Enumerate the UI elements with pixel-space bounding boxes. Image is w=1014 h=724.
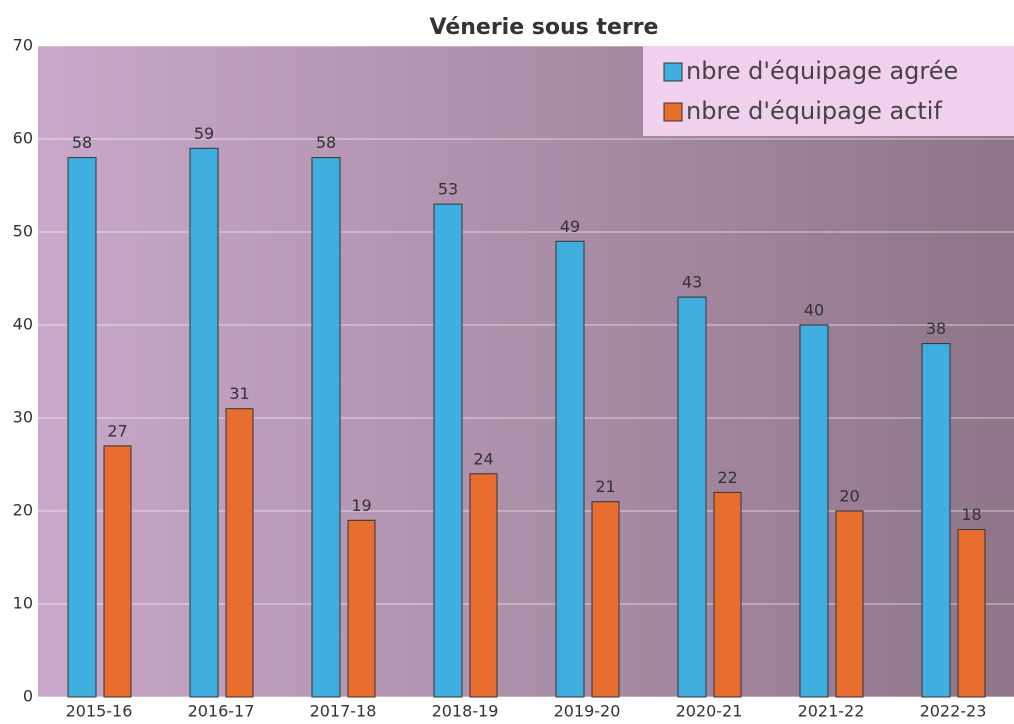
data-label: 53 bbox=[438, 180, 458, 199]
y-tick-label: 60 bbox=[13, 129, 33, 148]
bar bbox=[103, 445, 132, 698]
y-tick-label: 10 bbox=[13, 594, 33, 613]
x-tick-label: 2017-18 bbox=[310, 702, 377, 721]
x-tick-label: 2015-16 bbox=[66, 702, 133, 721]
data-label: 58 bbox=[316, 133, 336, 152]
y-tick-label: 0 bbox=[23, 687, 33, 706]
bar bbox=[347, 519, 376, 698]
data-label: 18 bbox=[961, 505, 981, 524]
y-tick-label: 20 bbox=[13, 501, 33, 520]
x-tick-label: 2016-17 bbox=[188, 702, 255, 721]
y-tick-label: 70 bbox=[13, 36, 33, 55]
data-label: 59 bbox=[194, 124, 214, 143]
bar bbox=[555, 240, 585, 698]
legend-label: nbre d'équipage agrée bbox=[686, 57, 958, 85]
data-label: 21 bbox=[595, 477, 615, 496]
data-label: 22 bbox=[717, 468, 737, 487]
chart-title: Vénerie sous terre bbox=[430, 15, 659, 40]
x-tick-label: 2018-19 bbox=[432, 702, 499, 721]
data-label: 38 bbox=[926, 319, 946, 338]
y-tick-label: 30 bbox=[13, 408, 33, 427]
bar bbox=[921, 343, 951, 698]
data-label: 58 bbox=[72, 133, 92, 152]
bar bbox=[835, 510, 864, 698]
legend-swatch bbox=[663, 62, 683, 82]
plot-area bbox=[38, 46, 1014, 697]
bar bbox=[713, 491, 742, 698]
bar bbox=[67, 157, 97, 698]
bar bbox=[799, 324, 829, 698]
data-label: 40 bbox=[804, 301, 824, 320]
legend-label: nbre d'équipage actif bbox=[686, 97, 942, 125]
y-tick-label: 50 bbox=[13, 222, 33, 241]
bar bbox=[957, 529, 986, 698]
y-tick-label: 40 bbox=[13, 315, 33, 334]
bar bbox=[189, 147, 219, 698]
data-label: 27 bbox=[107, 421, 127, 440]
data-label: 43 bbox=[682, 273, 702, 292]
data-label: 49 bbox=[560, 217, 580, 236]
bar bbox=[469, 473, 498, 698]
x-tick-label: 2021-22 bbox=[798, 702, 865, 721]
bar bbox=[311, 157, 341, 698]
x-tick-label: 2022-23 bbox=[920, 702, 987, 721]
data-label: 31 bbox=[229, 384, 249, 403]
legend-swatch bbox=[663, 102, 683, 122]
bar bbox=[225, 408, 254, 698]
data-label: 24 bbox=[473, 449, 493, 468]
bar bbox=[677, 296, 707, 698]
x-tick-label: 2019-20 bbox=[554, 702, 621, 721]
x-tick-label: 2020-21 bbox=[676, 702, 743, 721]
legend-box bbox=[643, 46, 1014, 136]
bar bbox=[433, 203, 463, 698]
data-label: 19 bbox=[351, 496, 371, 515]
data-label: 20 bbox=[839, 487, 859, 506]
bar bbox=[591, 501, 620, 698]
